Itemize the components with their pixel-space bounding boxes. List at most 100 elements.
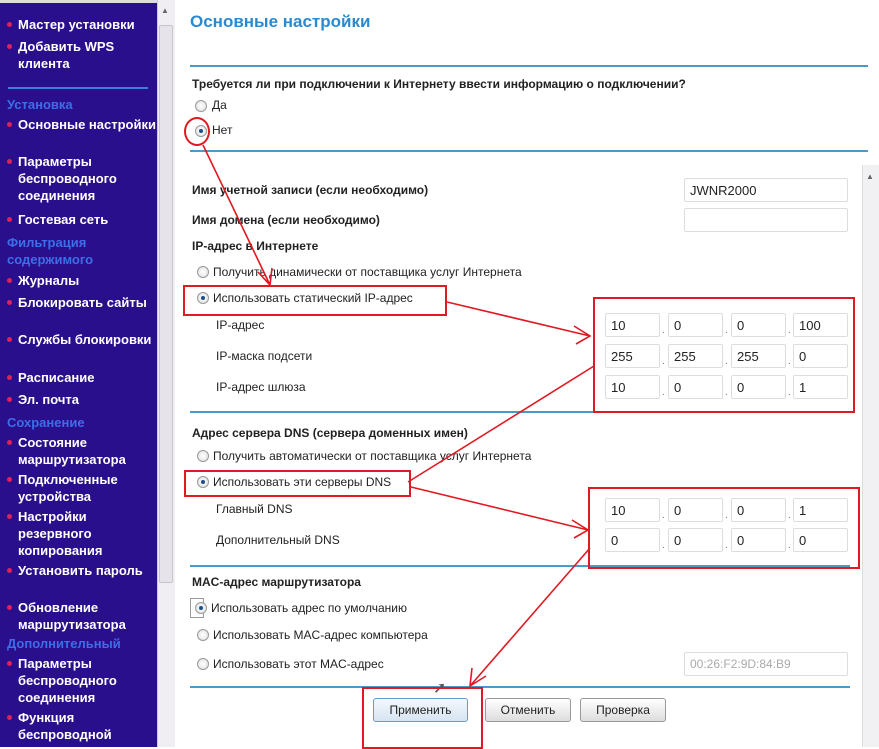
- sidebar-item[interactable]: Эл. почта: [7, 391, 156, 408]
- radio-ip-dynamic-label: Получить динамически от поставщика услуг…: [213, 265, 522, 279]
- ip-octet-input[interactable]: [605, 313, 660, 337]
- scroll-up-arrow-icon[interactable]: ▲: [866, 172, 874, 181]
- sidebar-item[interactable]: Параметры беспроводного соединения: [7, 153, 156, 204]
- sidebar-item[interactable]: Подключенные устройства: [7, 471, 156, 505]
- sidebar-item[interactable]: Блокировать сайты: [7, 294, 156, 311]
- octet-separator: .: [788, 356, 791, 367]
- arrow: [410, 486, 590, 539]
- dns-octet-input[interactable]: [605, 498, 660, 522]
- mac-address-input[interactable]: [684, 652, 848, 676]
- radio-ip-static[interactable]: [197, 292, 209, 304]
- radio-ip-static-label: Использовать статический IP-адрес: [213, 291, 413, 305]
- arrow: [202, 144, 273, 287]
- dns-row-label: Дополнительный DNS: [216, 533, 340, 547]
- sidebar-section-header: Установка: [7, 97, 73, 112]
- ip-octet-input[interactable]: [668, 313, 723, 337]
- arrow: [446, 301, 592, 345]
- octet-separator: .: [725, 540, 728, 551]
- annotation-box: [184, 470, 411, 497]
- radio-dns-auto[interactable]: [197, 450, 209, 462]
- account-name-input[interactable]: [684, 178, 848, 202]
- ip-octet-input[interactable]: [793, 375, 848, 399]
- sidebar-item[interactable]: Функция беспроводной: [7, 709, 156, 743]
- radio-dns-manual[interactable]: [197, 476, 209, 488]
- radio-mac-computer[interactable]: [197, 629, 209, 641]
- octet-separator: .: [662, 387, 665, 398]
- account-label: Имя учетной записи (если необходимо): [192, 183, 429, 197]
- octet-separator: .: [662, 540, 665, 551]
- arrow: [469, 547, 591, 688]
- ip-octet-input[interactable]: [731, 313, 786, 337]
- sidebar-item[interactable]: Службы блокировки: [7, 331, 156, 348]
- sidebar-item[interactable]: Обновление маршрутизатора: [7, 599, 156, 633]
- content-scrollbar[interactable]: [862, 165, 879, 747]
- octet-separator: .: [725, 387, 728, 398]
- dns-octet-input[interactable]: [731, 528, 786, 552]
- ip-octet-input[interactable]: [793, 313, 848, 337]
- sidebar-item[interactable]: Установить пароль: [7, 562, 156, 579]
- ip-octet-input[interactable]: [605, 344, 660, 368]
- domain-name-input[interactable]: [684, 208, 848, 232]
- ip-row-label: IP-адрес: [216, 318, 265, 332]
- ip-octet-input[interactable]: [605, 375, 660, 399]
- dns-section-header: Адрес сервера DNS (сервера доменных имен…: [192, 426, 468, 440]
- dns-row-label: Главный DNS: [216, 502, 293, 516]
- annotation-box: [593, 297, 855, 413]
- arrow: [407, 365, 595, 483]
- annotation-box: [183, 285, 447, 316]
- radio-no-label: Нет: [212, 123, 233, 137]
- octet-separator: .: [725, 510, 728, 521]
- sidebar-item[interactable]: Настройки резервного копирования: [7, 508, 156, 559]
- sidebar-item[interactable]: Гостевая сеть: [7, 211, 156, 228]
- radio-yes-label: Да: [212, 98, 227, 112]
- page-title: Основные настройки: [190, 12, 371, 31]
- sidebar-section-header: Сохранение: [7, 415, 85, 430]
- sidebar-item[interactable]: Расписание: [7, 369, 156, 386]
- dns-octet-input[interactable]: [668, 528, 723, 552]
- dns-octet-input[interactable]: [793, 498, 848, 522]
- octet-separator: .: [662, 356, 665, 367]
- octet-separator: .: [788, 387, 791, 398]
- cancel-button[interactable]: Отменить: [485, 698, 571, 722]
- ip-octet-input[interactable]: [731, 375, 786, 399]
- annotation-circle: [184, 117, 210, 146]
- scroll-up-arrow-icon[interactable]: ▲: [161, 6, 169, 15]
- annotation-box: [588, 487, 860, 569]
- radio-mac-default-label: Использовать адрес по умолчанию: [211, 601, 407, 615]
- radio-dns-auto-label: Получить автоматически от поставщика усл…: [213, 449, 532, 463]
- sidebar-nav: Мастер установки Добавить WPS клиента Уста…: [0, 0, 157, 747]
- sidebar-section-header: Дополнительный: [7, 636, 121, 651]
- sidebar-scrollbar-thumb[interactable]: [159, 25, 173, 583]
- apply-button[interactable]: Применить: [373, 698, 468, 722]
- dns-octet-input[interactable]: [731, 498, 786, 522]
- sidebar-item[interactable]: Состояние маршрутизатора: [7, 434, 156, 468]
- sidebar-item[interactable]: Добавить WPS клиента: [7, 38, 156, 72]
- ip-octet-input[interactable]: [793, 344, 848, 368]
- sidebar-item[interactable]: Мастер установки: [7, 16, 156, 33]
- dns-octet-input[interactable]: [605, 528, 660, 552]
- login-question: Требуется ли при подключении к Интернету…: [192, 77, 686, 91]
- domain-label: Имя домена (если необходимо): [192, 213, 380, 227]
- ip-octet-input[interactable]: [731, 344, 786, 368]
- ip-row-label: IP-маска подсети: [216, 349, 313, 363]
- divider: [190, 686, 850, 688]
- dns-octet-input[interactable]: [668, 498, 723, 522]
- ip-octet-input[interactable]: [668, 375, 723, 399]
- divider: [190, 150, 868, 152]
- ip-row-label: IP-адрес шлюза: [216, 380, 306, 394]
- dns-octet-input[interactable]: [793, 528, 848, 552]
- radio-ip-dynamic[interactable]: [197, 266, 209, 278]
- octet-separator: .: [725, 325, 728, 336]
- radio-yes[interactable]: [195, 100, 207, 112]
- ip-octet-input[interactable]: [668, 344, 723, 368]
- octet-separator: .: [788, 325, 791, 336]
- radio-mac-custom[interactable]: [197, 658, 209, 670]
- sidebar-item[interactable]: Журналы: [7, 272, 156, 289]
- octet-separator: .: [662, 510, 665, 521]
- divider: [190, 565, 850, 567]
- test-button[interactable]: Проверка: [580, 698, 666, 722]
- sidebar-item[interactable]: Параметры беспроводного соединения: [7, 655, 156, 706]
- radio-mac-default[interactable]: [195, 602, 207, 614]
- sidebar-item[interactable]: Основные настройки: [7, 117, 156, 132]
